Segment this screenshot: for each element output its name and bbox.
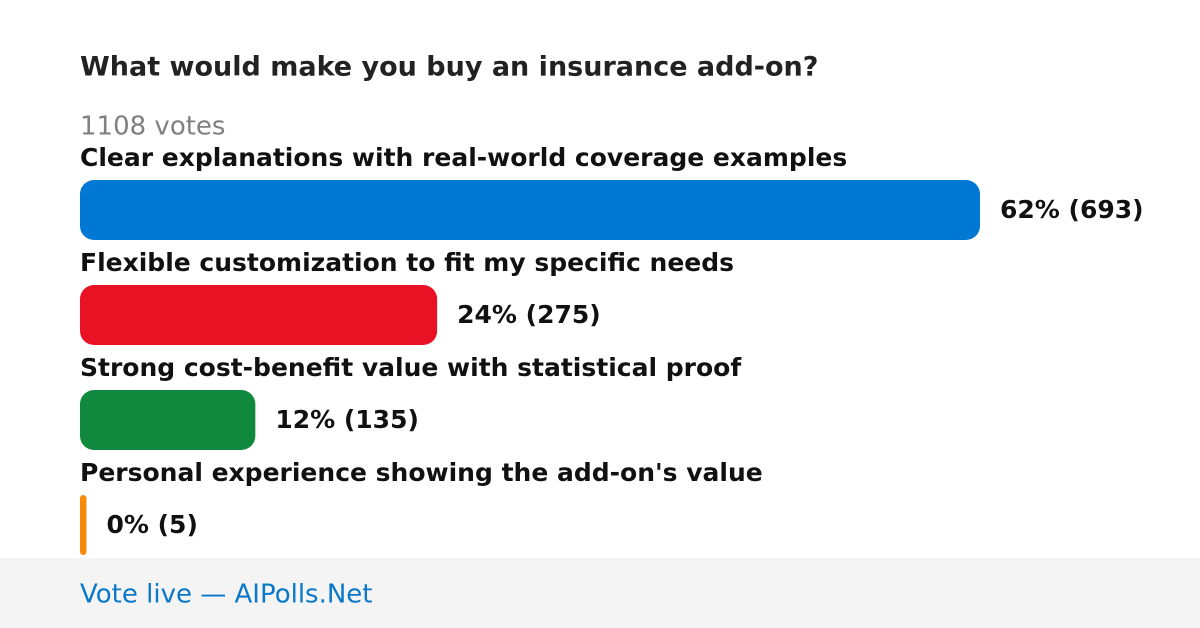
poll-title: What would make you buy an insurance add… <box>80 52 818 83</box>
option-label: Personal experience showing the add-on's… <box>80 458 763 487</box>
bar <box>80 285 438 345</box>
option-label: Strong cost-benefit value with statistic… <box>80 353 742 382</box>
option-label: Flexible customization to fit my specifi… <box>80 248 734 277</box>
value-label: 12% (135) <box>275 405 419 434</box>
footer-band <box>0 558 1200 628</box>
value-label: 62% (693) <box>1000 195 1144 224</box>
value-label: 0% (5) <box>106 510 197 539</box>
bar <box>80 495 87 555</box>
footer-link[interactable]: Vote live — AIPolls.Net <box>80 580 373 610</box>
bar <box>80 180 980 240</box>
option-label: Clear explanations with real-world cover… <box>80 143 847 172</box>
vote-count: 1108 votes <box>80 112 225 142</box>
bar <box>80 390 256 450</box>
value-label: 24% (275) <box>457 300 601 329</box>
